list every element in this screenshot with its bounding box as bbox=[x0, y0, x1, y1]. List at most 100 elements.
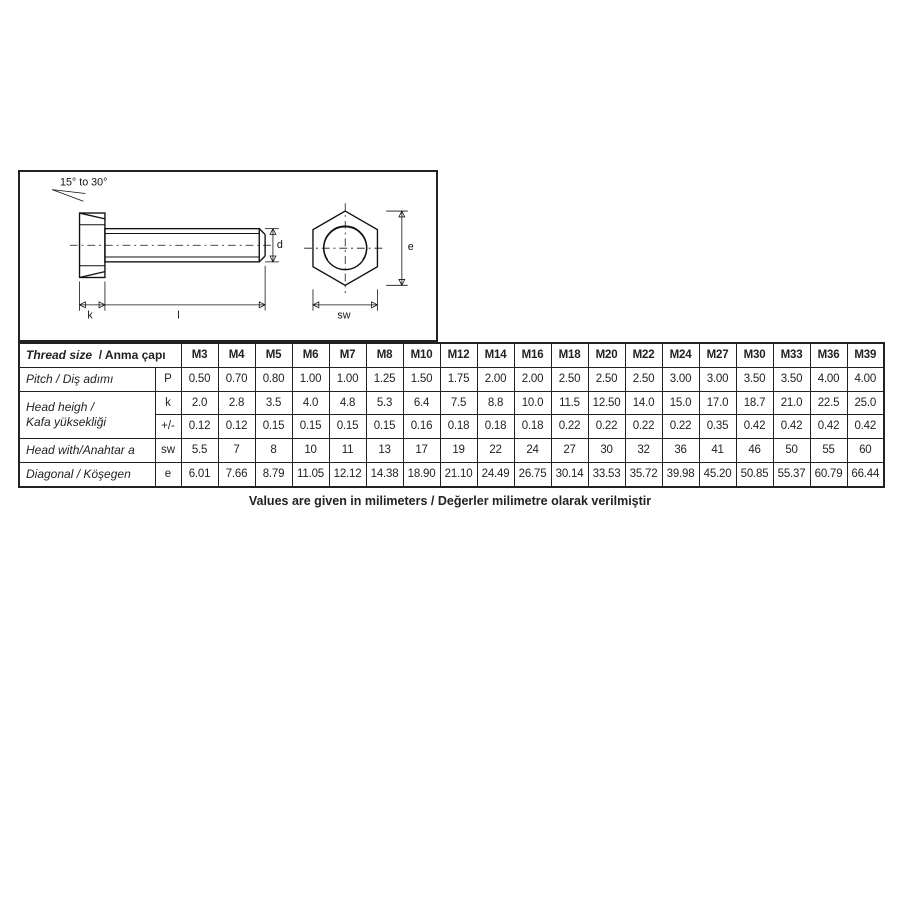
size-header: M27 bbox=[699, 343, 736, 368]
row-symbol: e bbox=[155, 462, 181, 487]
cell: 33.53 bbox=[588, 462, 625, 487]
row-symbol: k bbox=[155, 392, 181, 415]
size-header: M16 bbox=[514, 343, 551, 368]
cell: 45.20 bbox=[699, 462, 736, 487]
cell: 0.15 bbox=[292, 415, 329, 438]
size-header: M5 bbox=[255, 343, 292, 368]
size-header: M7 bbox=[329, 343, 366, 368]
dim-d-label: d bbox=[277, 239, 283, 251]
cell: 0.12 bbox=[181, 415, 218, 438]
cell: 5.3 bbox=[366, 392, 403, 415]
cell: 0.18 bbox=[514, 415, 551, 438]
size-header: M22 bbox=[625, 343, 662, 368]
footnote: Values are given in milimeters / Değerle… bbox=[18, 494, 882, 508]
header-label: Thread size / Anma çapı bbox=[19, 343, 181, 368]
row-symbol: P bbox=[155, 368, 181, 392]
dim-e-label: e bbox=[408, 241, 414, 253]
cell: 0.22 bbox=[662, 415, 699, 438]
cell: 4.8 bbox=[329, 392, 366, 415]
cell: 13 bbox=[366, 438, 403, 462]
cell: 19 bbox=[440, 438, 477, 462]
cell: 1.50 bbox=[403, 368, 440, 392]
cell: 22.5 bbox=[810, 392, 847, 415]
row-label: Head with/Anahtar a bbox=[19, 438, 155, 462]
cell: 55.37 bbox=[773, 462, 810, 487]
cell: 41 bbox=[699, 438, 736, 462]
cell: 46 bbox=[736, 438, 773, 462]
size-header: M8 bbox=[366, 343, 403, 368]
cell: 24 bbox=[514, 438, 551, 462]
size-header: M36 bbox=[810, 343, 847, 368]
cell: 66.44 bbox=[847, 462, 884, 487]
size-header: M14 bbox=[477, 343, 514, 368]
cell: 14.38 bbox=[366, 462, 403, 487]
cell: 17 bbox=[403, 438, 440, 462]
cell: 50.85 bbox=[736, 462, 773, 487]
cell: 2.50 bbox=[625, 368, 662, 392]
cell: 0.42 bbox=[773, 415, 810, 438]
cell: 35.72 bbox=[625, 462, 662, 487]
cell: 60.79 bbox=[810, 462, 847, 487]
cell: 0.70 bbox=[218, 368, 255, 392]
cell: 0.50 bbox=[181, 368, 218, 392]
size-header: M24 bbox=[662, 343, 699, 368]
size-header: M30 bbox=[736, 343, 773, 368]
row-label: Pitch / Diş adımı bbox=[19, 368, 155, 392]
cell: 10 bbox=[292, 438, 329, 462]
cell: 0.16 bbox=[403, 415, 440, 438]
cell: 3.50 bbox=[736, 368, 773, 392]
bolt-technical-drawing: 15° to 30° d bbox=[18, 170, 438, 342]
cell: 21.0 bbox=[773, 392, 810, 415]
cell: 6.4 bbox=[403, 392, 440, 415]
cell: 50 bbox=[773, 438, 810, 462]
size-header: M4 bbox=[218, 343, 255, 368]
cell: 11 bbox=[329, 438, 366, 462]
dim-l-label: l bbox=[177, 310, 179, 322]
cell: 27 bbox=[551, 438, 588, 462]
cell: 4.00 bbox=[810, 368, 847, 392]
cell: 1.00 bbox=[292, 368, 329, 392]
size-header: M6 bbox=[292, 343, 329, 368]
cell: 7.5 bbox=[440, 392, 477, 415]
cell: 2.00 bbox=[477, 368, 514, 392]
cell: 8.8 bbox=[477, 392, 514, 415]
cell: 0.22 bbox=[625, 415, 662, 438]
cell: 18.90 bbox=[403, 462, 440, 487]
cell: 7 bbox=[218, 438, 255, 462]
cell: 10.0 bbox=[514, 392, 551, 415]
cell: 0.15 bbox=[255, 415, 292, 438]
cell: 1.00 bbox=[329, 368, 366, 392]
angle-label: 15° to 30° bbox=[60, 177, 107, 189]
cell: 3.00 bbox=[662, 368, 699, 392]
size-header: M33 bbox=[773, 343, 810, 368]
cell: 0.42 bbox=[847, 415, 884, 438]
cell: 30.14 bbox=[551, 462, 588, 487]
cell: 3.00 bbox=[699, 368, 736, 392]
cell: 17.0 bbox=[699, 392, 736, 415]
row-label: Diagonal / Köşegen bbox=[19, 462, 155, 487]
cell: 15.0 bbox=[662, 392, 699, 415]
cell: 36 bbox=[662, 438, 699, 462]
cell: 14.0 bbox=[625, 392, 662, 415]
cell: 8 bbox=[255, 438, 292, 462]
cell: 0.12 bbox=[218, 415, 255, 438]
size-header: M3 bbox=[181, 343, 218, 368]
cell: 21.10 bbox=[440, 462, 477, 487]
cell: 1.75 bbox=[440, 368, 477, 392]
dim-sw-label: sw bbox=[337, 310, 350, 322]
cell: 0.18 bbox=[440, 415, 477, 438]
cell: 1.25 bbox=[366, 368, 403, 392]
cell: 26.75 bbox=[514, 462, 551, 487]
cell: 11.05 bbox=[292, 462, 329, 487]
cell: 55 bbox=[810, 438, 847, 462]
size-header: M39 bbox=[847, 343, 884, 368]
cell: 5.5 bbox=[181, 438, 218, 462]
cell: 0.80 bbox=[255, 368, 292, 392]
cell: 0.22 bbox=[588, 415, 625, 438]
cell: 3.5 bbox=[255, 392, 292, 415]
cell: 24.49 bbox=[477, 462, 514, 487]
cell: 30 bbox=[588, 438, 625, 462]
cell: 2.50 bbox=[588, 368, 625, 392]
cell: 39.98 bbox=[662, 462, 699, 487]
cell: 22 bbox=[477, 438, 514, 462]
